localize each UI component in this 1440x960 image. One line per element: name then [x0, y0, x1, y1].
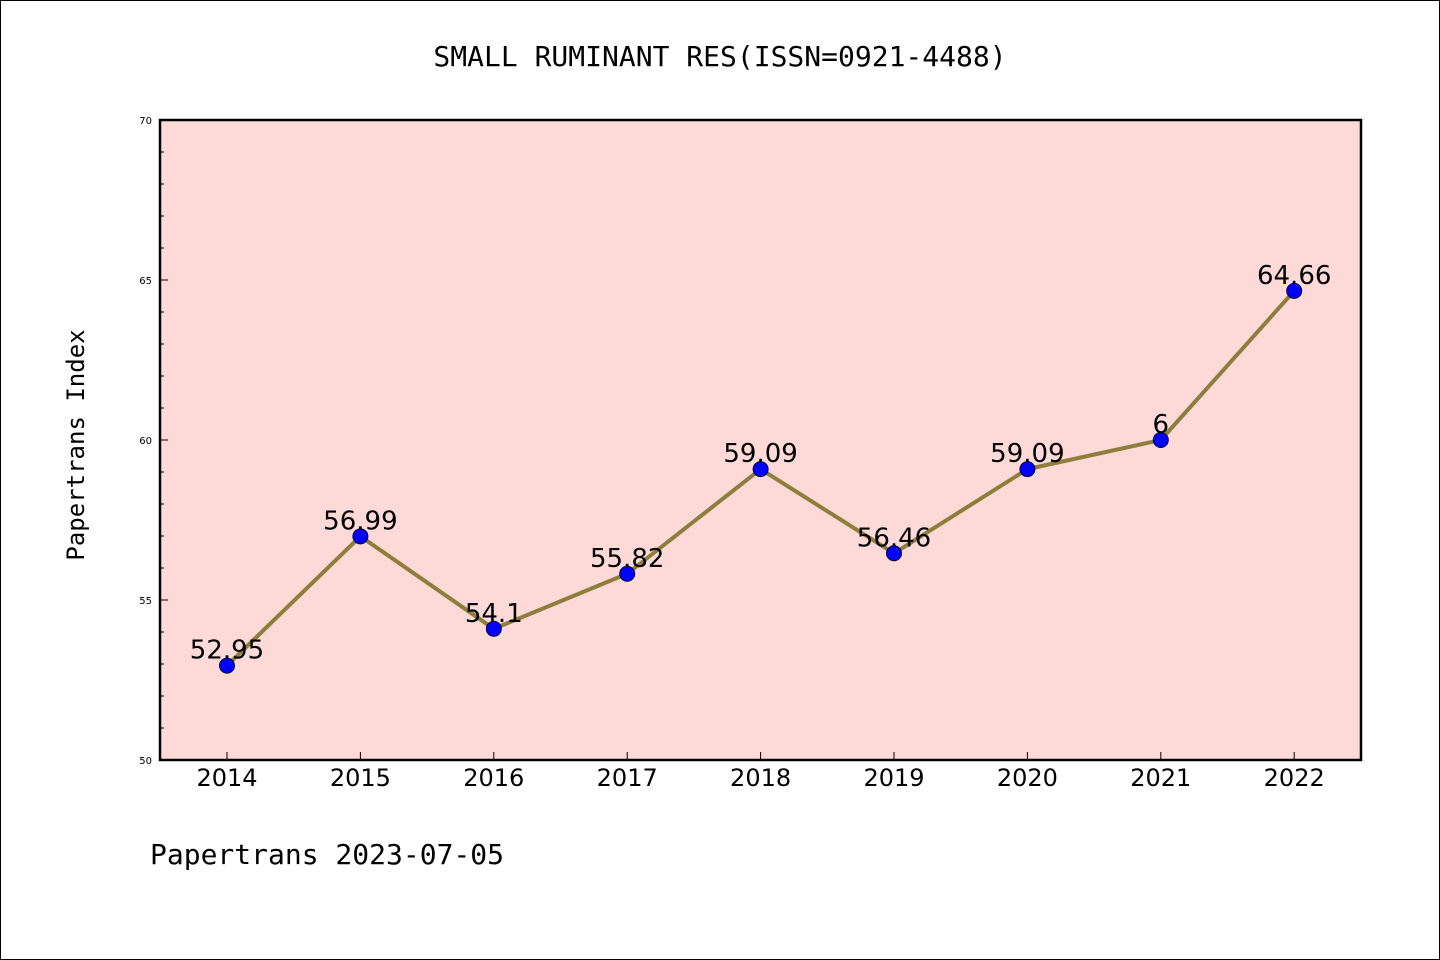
x-tick-label: 2016 [463, 764, 524, 792]
data-point [485, 620, 502, 637]
y-tick-label: 70 [139, 116, 152, 127]
data-label: 56.46 [857, 523, 931, 553]
y-tick-label: 55 [139, 596, 152, 607]
chart-title: SMALL RUMINANT RES(ISSN=0921-4488) [433, 40, 1006, 73]
data-point [886, 545, 902, 562]
y-axis-label: Papertrans Index [62, 329, 90, 560]
data-label: 56.99 [323, 506, 397, 536]
data-label: 59.09 [990, 439, 1064, 469]
data-label: 54.1 [465, 599, 523, 629]
x-tick-label: 2015 [330, 764, 391, 792]
series-group: 52.95 56.99 54.1 55.82 59.09 56.46 59.09 6 64.66 [190, 261, 1331, 674]
data-point [752, 461, 769, 478]
y-axis-ticks: 50 55 60 65 70 [139, 116, 168, 767]
plot-border [158, 118, 1363, 762]
data-label: 59.09 [723, 439, 797, 469]
x-tick-label: 2022 [1264, 764, 1325, 792]
y-tick-label: 50 [139, 756, 152, 767]
x-tick-label: 2018 [730, 764, 791, 792]
data-point [619, 565, 636, 582]
y-tick-label: 65 [139, 276, 152, 287]
footer-stamp: Papertrans 2023-07-05 [150, 838, 504, 871]
x-tick-label: 2017 [597, 764, 658, 792]
data-label: 55.82 [590, 544, 664, 574]
x-tick-label: 2020 [997, 764, 1058, 792]
data-point [219, 657, 235, 674]
data-label: 6 [1153, 410, 1170, 440]
x-tick-label: 2021 [1130, 764, 1191, 792]
y-tick-label: 60 [139, 436, 152, 447]
data-label: 64.66 [1257, 261, 1331, 291]
x-axis-ticks: 2014 2015 2016 2017 2018 2019 2020 2021 2022 [196, 752, 1325, 792]
data-label: 52.95 [190, 636, 264, 666]
data-point [1019, 461, 1036, 478]
data-point [352, 528, 369, 545]
data-point [1286, 282, 1303, 299]
x-tick-label: 2019 [863, 764, 924, 792]
data-point [1152, 432, 1169, 448]
x-tick-label: 2014 [196, 764, 257, 792]
